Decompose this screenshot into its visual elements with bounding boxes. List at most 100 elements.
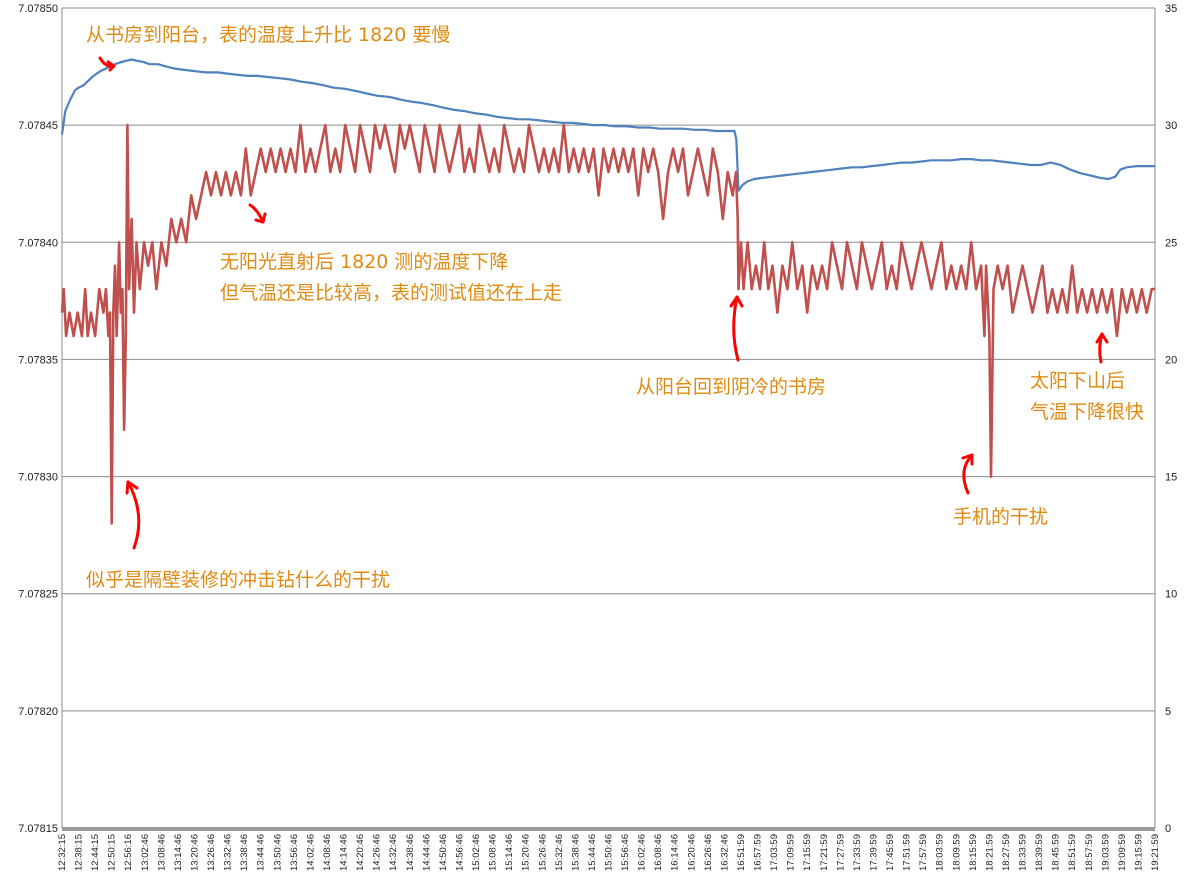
x-tick-label: 14:32:46 <box>388 834 399 871</box>
y-left-tick-label: 7.07815 <box>18 823 58 835</box>
x-tick-label: 14:56:46 <box>454 834 465 871</box>
x-tick-label: 14:02:46 <box>305 834 316 871</box>
x-tick-label: 12:56:16 <box>123 834 134 871</box>
annotation-text: 但气温还是比较高，表的测试值还在上走 <box>220 282 562 304</box>
x-tick-label: 15:26:46 <box>537 834 548 871</box>
y-right-tick-label: 10 <box>1165 589 1177 601</box>
gridlines <box>62 7 1155 829</box>
x-tick-label: 14:08:46 <box>322 834 333 871</box>
annotation-arrow <box>732 295 740 362</box>
x-tick-label: 17:09:59 <box>786 834 797 871</box>
y-right-tick-label: 20 <box>1165 354 1177 366</box>
y-left-tick-label: 7.07830 <box>18 472 58 484</box>
x-tick-label: 18:27:59 <box>1001 834 1012 871</box>
series-line-1 <box>60 58 1155 192</box>
annotation-text: 似乎是隔壁装修的冲击钻什么的干扰 <box>86 569 390 591</box>
y-right-tick-label: 0 <box>1165 823 1171 835</box>
annotation-text: 太阳下山后 <box>1030 370 1125 392</box>
x-tick-label: 17:15:59 <box>802 834 813 871</box>
x-tick-label: 17:45:59 <box>885 834 896 871</box>
x-tick-label: 15:08:46 <box>488 834 499 871</box>
x-tick-label: 13:14:46 <box>173 834 184 871</box>
x-tick-label: 18:51:59 <box>1067 834 1078 871</box>
x-tick-label: 19:21:59 <box>1150 834 1161 871</box>
x-tick-label: 16:02:46 <box>637 834 648 871</box>
x-tick-label: 16:08:46 <box>653 834 664 871</box>
x-tick-label: 12:38:15 <box>74 834 85 871</box>
annotation-arrow <box>962 453 974 495</box>
y-axis-left-ticks: 7.07815 7.07820 7.07825 7.07830 7.07835 7.078… <box>18 3 58 835</box>
series-line-2 <box>60 123 1155 525</box>
x-tick-label: 14:20:46 <box>355 834 366 871</box>
annotation-text: 手机的干扰 <box>953 506 1048 528</box>
x-tick-label: 18:45:59 <box>1051 834 1062 871</box>
annotation-text: 气温下降很快 <box>1030 401 1144 423</box>
y-left-tick-label: 7.07835 <box>18 354 58 366</box>
x-tick-label: 13:56:46 <box>289 834 300 871</box>
annotation-text: 从阳台回到阴冷的书房 <box>636 376 826 398</box>
x-tick-label: 18:03:59 <box>935 834 946 871</box>
x-tick-label: 18:21:59 <box>984 834 995 871</box>
annotation-arrow-head <box>961 453 974 466</box>
x-tick-label: 13:02:46 <box>140 834 151 871</box>
x-tick-label: 13:26:46 <box>206 834 217 871</box>
x-tick-label: 18:39:59 <box>1034 834 1045 871</box>
series-group <box>60 58 1155 525</box>
axes <box>61 8 1156 831</box>
annotation-arrows <box>98 56 1109 550</box>
annotation-arrow-head <box>125 480 139 495</box>
x-tick-label: 17:51:59 <box>902 834 913 871</box>
y-right-tick-label: 35 <box>1165 3 1177 15</box>
x-tick-label: 16:26:46 <box>703 834 714 871</box>
x-tick-label: 15:56:46 <box>620 834 631 871</box>
x-axis-ticks: 12:32:15 12:38:15 12:44:15 12:50:15 12:56:16… <box>57 834 1161 871</box>
x-tick-label: 19:09:59 <box>1117 834 1128 871</box>
x-tick-label: 15:38:46 <box>570 834 581 871</box>
x-tick-label: 13:44:46 <box>256 834 267 871</box>
x-tick-label: 17:57:59 <box>918 834 929 871</box>
y-left-tick-label: 7.07840 <box>18 237 58 249</box>
x-tick-label: 19:03:59 <box>1100 834 1111 871</box>
x-tick-label: 16:57:59 <box>753 834 764 871</box>
x-tick-label: 17:21:59 <box>819 834 830 871</box>
x-tick-label: 19:15:59 <box>1133 834 1144 871</box>
annotation-arrow-head <box>254 212 267 224</box>
x-tick-label: 18:15:59 <box>968 834 979 871</box>
y-left-tick-label: 7.07825 <box>18 589 58 601</box>
x-tick-label: 13:38:46 <box>239 834 250 871</box>
x-tick-label: 15:50:46 <box>604 834 615 871</box>
y-right-tick-label: 5 <box>1165 706 1171 718</box>
x-tick-label: 16:20:46 <box>686 834 697 871</box>
annotation-arrow-head <box>729 295 744 308</box>
x-axis-band <box>62 827 1155 831</box>
annotation-arrow-head <box>106 60 116 72</box>
x-tick-label: 14:38:46 <box>405 834 416 871</box>
x-tick-label: 16:32:46 <box>719 834 730 871</box>
x-tick-label: 16:51:59 <box>736 834 747 871</box>
x-tick-label: 13:32:46 <box>223 834 234 871</box>
annotation-arrow-head <box>1095 332 1109 344</box>
x-tick-label: 13:08:46 <box>156 834 167 871</box>
x-tick-label: 17:27:59 <box>835 834 846 871</box>
x-tick-label: 14:50:46 <box>438 834 449 871</box>
y-right-tick-label: 30 <box>1165 120 1177 132</box>
annotation-text: 从书房到阳台，表的温度上升比 1820 要慢 <box>86 24 450 46</box>
y-left-tick-label: 7.07845 <box>18 120 58 132</box>
x-tick-label: 14:14:46 <box>339 834 350 871</box>
x-tick-label: 17:33:59 <box>852 834 863 871</box>
x-tick-label: 14:26:46 <box>372 834 383 871</box>
y-axis-right-ticks: 0 5 10 15 20 25 30 35 <box>1165 3 1177 835</box>
x-tick-label: 13:20:46 <box>189 834 200 871</box>
x-tick-label: 13:50:46 <box>272 834 283 871</box>
x-tick-label: 17:03:59 <box>769 834 780 871</box>
x-tick-label: 17:39:59 <box>868 834 879 871</box>
x-tick-label: 15:44:46 <box>587 834 598 871</box>
x-tick-label: 12:50:15 <box>107 834 118 871</box>
x-tick-label: 15:20:46 <box>521 834 532 871</box>
x-tick-label: 12:32:15 <box>57 834 68 871</box>
x-tick-label: 15:14:46 <box>504 834 515 871</box>
x-tick-label: 18:09:59 <box>951 834 962 871</box>
annotation-text: 无阳光直射后 1820 测的温度下降 <box>220 251 508 273</box>
